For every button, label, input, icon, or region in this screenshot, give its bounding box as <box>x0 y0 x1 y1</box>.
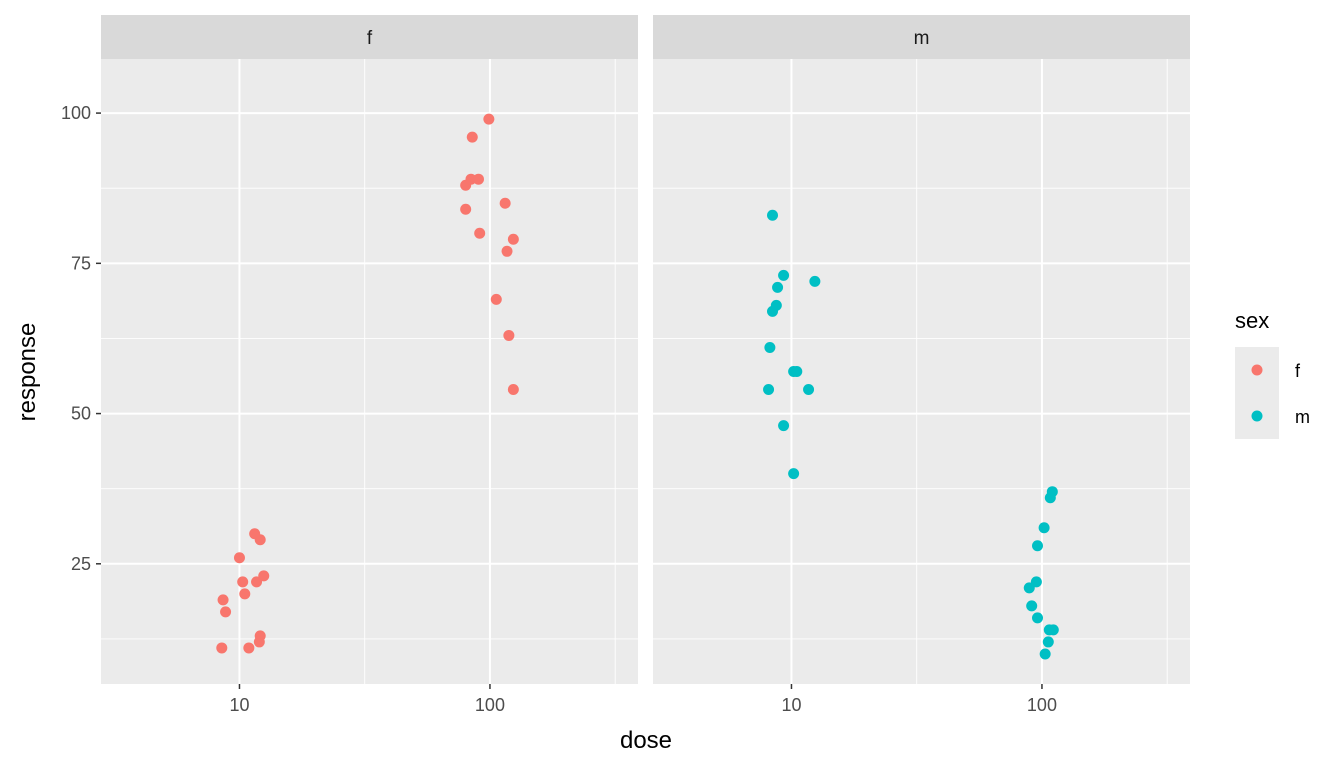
data-point-f <box>490 293 502 305</box>
data-point-m <box>763 384 775 396</box>
data-point-f <box>243 642 255 654</box>
panel-background <box>101 59 638 684</box>
data-point-f <box>216 642 228 654</box>
legend-key-f <box>1251 364 1263 376</box>
data-point-m <box>1042 636 1054 648</box>
data-point-m <box>767 209 779 221</box>
x-tick-label: 100 <box>475 695 505 715</box>
y-tick-label: 75 <box>71 253 91 273</box>
facet-strip <box>653 15 1190 59</box>
facet-strip <box>101 15 638 59</box>
data-point-m <box>1030 576 1042 588</box>
data-point-m <box>770 299 782 311</box>
data-point-f <box>501 245 513 257</box>
data-point-m <box>1032 540 1044 552</box>
data-point-f <box>503 329 515 341</box>
data-point-m <box>1026 600 1038 612</box>
x-tick-label: 10 <box>229 695 249 715</box>
data-point-f <box>249 528 261 540</box>
x-axis-title: dose <box>620 727 672 754</box>
data-point-m <box>1046 486 1058 498</box>
data-point-m <box>772 281 784 293</box>
data-point-f <box>254 630 266 642</box>
data-point-f <box>237 576 249 588</box>
data-point-f <box>507 233 519 245</box>
data-point-f <box>220 606 232 618</box>
data-point-f <box>507 384 519 396</box>
data-point-f <box>472 173 484 185</box>
data-point-m <box>1038 522 1050 534</box>
data-point-f <box>239 588 251 600</box>
legend-key-m <box>1251 410 1263 422</box>
data-point-m <box>778 269 790 281</box>
data-point-m <box>1032 612 1044 624</box>
legend-label-f: f <box>1295 361 1301 381</box>
data-point-m <box>788 468 800 480</box>
x-tick-label: 100 <box>1027 695 1057 715</box>
facet-panel-f: f 10 100 25 50 75 100 <box>61 15 638 715</box>
legend-keys-background <box>1235 347 1279 439</box>
data-point-m <box>809 275 821 287</box>
data-point-m <box>803 384 815 396</box>
legend: sex f m <box>1235 308 1310 439</box>
data-point-f <box>466 131 478 143</box>
data-point-f <box>460 203 472 215</box>
data-point-m <box>791 366 803 377</box>
y-tick-label: 100 <box>61 103 91 123</box>
legend-title: sex <box>1235 308 1269 333</box>
data-point-m <box>764 341 776 353</box>
panel-background <box>653 59 1190 684</box>
facet-panel-m: m 10 100 <box>653 15 1190 715</box>
data-point-f <box>499 197 511 209</box>
data-point-f <box>251 576 263 588</box>
data-point-m <box>1039 648 1051 660</box>
data-point-m <box>778 420 790 432</box>
data-point-f <box>233 552 245 564</box>
legend-label-m: m <box>1295 407 1310 427</box>
data-point-f <box>483 113 495 125</box>
facet-strip-label: m <box>914 28 930 49</box>
data-point-f <box>258 570 270 582</box>
data-point-f <box>217 594 229 606</box>
data-point-m <box>1047 624 1059 636</box>
data-point-f <box>474 227 486 239</box>
x-tick-label: 10 <box>781 695 801 715</box>
y-tick-label: 25 <box>71 554 91 574</box>
y-axis-title: response <box>14 323 41 422</box>
y-tick-label: 50 <box>71 404 91 424</box>
facet-strip-label: f <box>367 28 373 49</box>
